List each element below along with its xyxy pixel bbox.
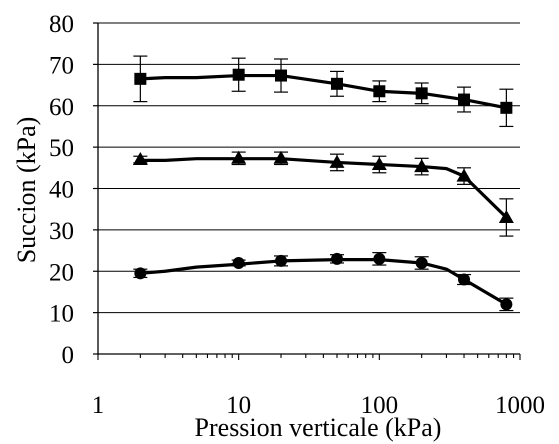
y-tick-label-40: 40 xyxy=(49,177,74,204)
data-point-square-200 xyxy=(416,87,428,99)
y-tick-label-50: 50 xyxy=(49,135,74,162)
data-point-circle-2 xyxy=(134,267,146,279)
axes xyxy=(93,23,520,360)
y-tick-label-80: 80 xyxy=(49,11,74,38)
data-point-circle-20 xyxy=(275,255,287,267)
data-point-circle-200 xyxy=(416,257,428,269)
y-tick-label-60: 60 xyxy=(49,94,74,121)
data-point-square-20 xyxy=(275,70,287,82)
grid-lines xyxy=(98,23,520,313)
series-group xyxy=(133,56,514,310)
data-point-square-100 xyxy=(373,85,385,97)
data-point-circle-400 xyxy=(458,274,470,286)
data-point-square-50 xyxy=(331,78,343,90)
series-circle xyxy=(133,253,513,311)
y-tick-label-20: 20 xyxy=(49,259,74,286)
data-point-triangle-2 xyxy=(133,152,148,165)
series-triangle xyxy=(133,151,514,236)
y-tick-label-70: 70 xyxy=(49,52,74,79)
data-point-circle-800 xyxy=(500,298,512,310)
data-point-square-400 xyxy=(458,94,470,106)
data-point-square-10 xyxy=(233,69,245,81)
x-axis-label: Pression verticale (kPa) xyxy=(195,413,442,442)
x-tick-label-1: 1 xyxy=(92,392,105,419)
data-point-square-2 xyxy=(134,73,146,85)
y-tick-label-30: 30 xyxy=(49,218,74,245)
y-axis-label: Succion (kPa) xyxy=(12,117,41,264)
x-tick-label-1000: 1000 xyxy=(495,392,545,419)
y-tick-label-0: 0 xyxy=(62,342,75,369)
y-tick-label-10: 10 xyxy=(49,301,74,328)
series-line-square xyxy=(140,76,506,108)
data-point-circle-100 xyxy=(373,253,385,265)
data-point-circle-10 xyxy=(233,257,245,269)
series-line-circle xyxy=(140,260,506,305)
data-point-square-800 xyxy=(500,102,512,114)
series-square xyxy=(133,56,513,126)
data-point-circle-50 xyxy=(331,253,343,265)
